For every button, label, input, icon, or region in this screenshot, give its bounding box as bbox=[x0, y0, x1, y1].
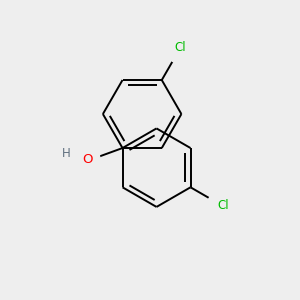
Text: Cl: Cl bbox=[217, 200, 229, 212]
Text: Cl: Cl bbox=[175, 41, 186, 54]
Text: H: H bbox=[62, 147, 71, 160]
Circle shape bbox=[56, 143, 77, 164]
Circle shape bbox=[165, 32, 196, 63]
Circle shape bbox=[207, 190, 238, 222]
Text: O: O bbox=[82, 153, 92, 166]
Circle shape bbox=[74, 147, 100, 172]
